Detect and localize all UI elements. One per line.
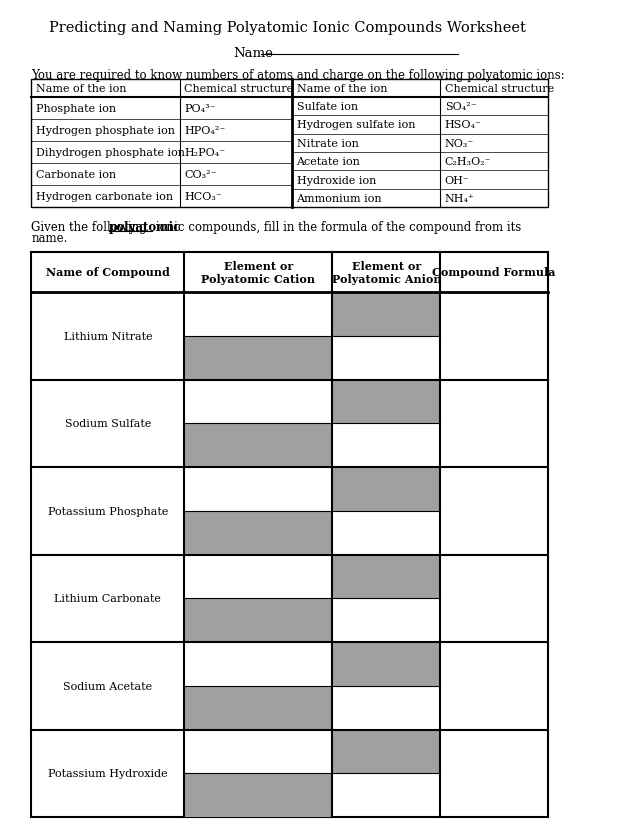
- Text: Sulfate ion: Sulfate ion: [296, 102, 358, 112]
- Text: Name of the ion: Name of the ion: [36, 84, 127, 94]
- Bar: [333, 380, 440, 423]
- Text: H₂PO₄⁻: H₂PO₄⁻: [184, 148, 225, 158]
- Text: Name of Compound: Name of Compound: [46, 267, 170, 278]
- Text: OH⁻: OH⁻: [445, 175, 470, 185]
- Text: CO₃²⁻: CO₃²⁻: [184, 170, 217, 179]
- Text: polyatomic: polyatomic: [109, 222, 181, 234]
- Text: Dihydrogen phosphate ion: Dihydrogen phosphate ion: [36, 148, 185, 158]
- Text: Potassium Phosphate: Potassium Phosphate: [47, 506, 168, 516]
- Text: Chemical structure: Chemical structure: [445, 84, 554, 94]
- Text: PO₄³⁻: PO₄³⁻: [184, 104, 216, 114]
- Text: HCO₃⁻: HCO₃⁻: [184, 192, 222, 202]
- Text: Nitrate ion: Nitrate ion: [296, 139, 358, 149]
- Bar: [333, 729, 440, 773]
- Text: Compound Formula: Compound Formula: [433, 267, 556, 278]
- Text: Potassium Hydroxide: Potassium Hydroxide: [48, 768, 168, 778]
- Text: Carbonate ion: Carbonate ion: [36, 170, 116, 179]
- Text: Ammonium ion: Ammonium ion: [296, 194, 382, 203]
- Bar: [333, 555, 440, 599]
- Text: Lithium Carbonate: Lithium Carbonate: [54, 594, 161, 604]
- Text: Lithium Nitrate: Lithium Nitrate: [63, 332, 152, 342]
- Text: Chemical structure: Chemical structure: [184, 84, 293, 94]
- Text: Predicting and Naming Polyatomic Ionic Compounds Worksheet: Predicting and Naming Polyatomic Ionic C…: [49, 21, 526, 35]
- Bar: [184, 599, 333, 643]
- Text: NH₄⁺: NH₄⁺: [445, 194, 475, 203]
- Text: Element or
Polyatomic Cation: Element or Polyatomic Cation: [202, 261, 316, 284]
- Text: SO₄²⁻: SO₄²⁻: [445, 102, 476, 112]
- Text: C₂H₃O₂⁻: C₂H₃O₂⁻: [445, 157, 492, 167]
- Text: name.: name.: [31, 232, 68, 245]
- Bar: [31, 80, 548, 208]
- Text: Hydrogen phosphate ion: Hydrogen phosphate ion: [36, 126, 175, 136]
- Text: HSO₄⁻: HSO₄⁻: [445, 121, 482, 131]
- Text: Given the following: Given the following: [31, 222, 151, 234]
- Text: Acetate ion: Acetate ion: [296, 157, 360, 167]
- Text: Name: Name: [234, 46, 273, 60]
- Text: Hydrogen carbonate ion: Hydrogen carbonate ion: [36, 192, 173, 202]
- Text: HPO₄²⁻: HPO₄²⁻: [184, 126, 225, 136]
- Text: Hydroxide ion: Hydroxide ion: [296, 175, 376, 185]
- Text: Sodium Acetate: Sodium Acetate: [63, 681, 152, 691]
- Bar: [31, 253, 548, 817]
- Bar: [333, 467, 440, 511]
- Text: Phosphate ion: Phosphate ion: [36, 104, 116, 114]
- Bar: [333, 643, 440, 686]
- Bar: [184, 511, 333, 555]
- Text: ionic compounds, fill in the formula of the compound from its: ionic compounds, fill in the formula of …: [152, 222, 521, 234]
- Bar: [184, 423, 333, 467]
- Text: Sodium Sulfate: Sodium Sulfate: [65, 418, 151, 428]
- Text: Hydrogen sulfate ion: Hydrogen sulfate ion: [296, 121, 415, 131]
- Bar: [333, 293, 440, 337]
- Text: NO₃⁻: NO₃⁻: [445, 139, 474, 149]
- Bar: [184, 773, 333, 817]
- Text: Name of the ion: Name of the ion: [296, 84, 387, 94]
- Text: You are required to know numbers of atoms and charge on the following polyatomic: You are required to know numbers of atom…: [31, 69, 565, 83]
- Text: Element or
Polyatomic Anion: Element or Polyatomic Anion: [332, 261, 441, 284]
- Bar: [184, 686, 333, 729]
- Bar: [184, 337, 333, 380]
